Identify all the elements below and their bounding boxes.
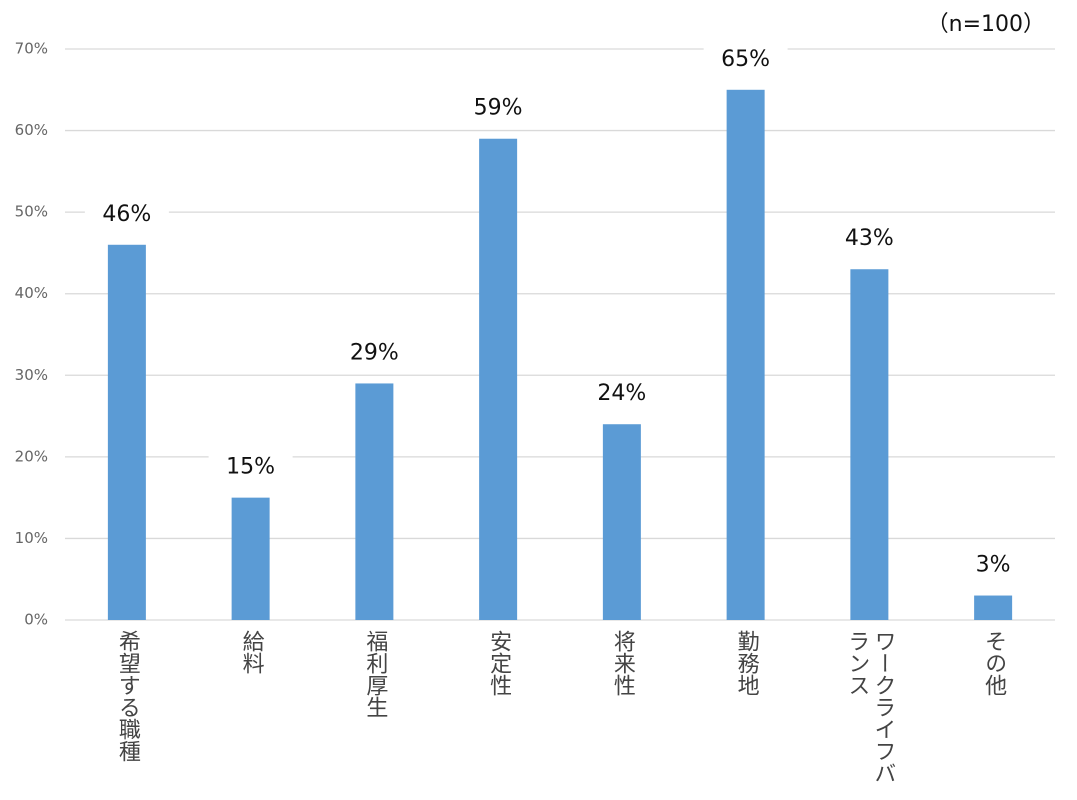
- value-label-bg: [456, 92, 541, 125]
- x-tick-label: 将来性: [609, 630, 635, 696]
- x-tick-label: その他: [981, 630, 1007, 696]
- bar: [107, 244, 146, 620]
- annotation: （n=100）: [927, 12, 1045, 37]
- bar: [355, 383, 394, 620]
- y-tick-label: 0%: [24, 611, 48, 629]
- y-tick-label: 30%: [15, 366, 48, 384]
- y-tick-label: 50%: [15, 203, 48, 221]
- value-label: 59%: [474, 96, 523, 121]
- value-label-bg: [332, 337, 417, 370]
- value-label: 29%: [350, 340, 399, 365]
- bar: [479, 138, 518, 620]
- x-tick-label: ワークライフバランス: [844, 630, 896, 784]
- y-tick-label: 10%: [15, 529, 48, 547]
- bar: [231, 497, 270, 620]
- bar: [850, 269, 889, 620]
- value-label-bg: [579, 378, 664, 411]
- value-label-bg: [208, 451, 293, 484]
- y-tick-label: 70%: [15, 40, 48, 58]
- value-label-bg: [703, 43, 788, 76]
- y-tick-label: 60%: [15, 121, 48, 139]
- y-tick-label: 20%: [15, 447, 48, 465]
- value-label-bg: [951, 549, 1036, 582]
- x-tick-label: 給料: [238, 630, 264, 674]
- y-tick-label: 40%: [15, 284, 48, 302]
- x-tick-label: 安定性: [486, 630, 512, 696]
- value-label-bg: [84, 198, 169, 231]
- x-tick-label: 希望する職種: [114, 630, 140, 762]
- x-tick-label: 福利厚生: [362, 630, 388, 718]
- x-tick-label: 勤務地: [733, 630, 759, 696]
- value-label: 24%: [597, 381, 646, 406]
- value-label: 65%: [721, 47, 770, 72]
- bar: [726, 89, 765, 621]
- value-label: 43%: [845, 226, 894, 251]
- value-label: 3%: [976, 553, 1011, 578]
- bar: [602, 424, 641, 620]
- value-label: 15%: [226, 455, 275, 480]
- value-label-bg: [827, 223, 912, 256]
- bar: [974, 595, 1013, 620]
- value-label: 46%: [102, 202, 151, 227]
